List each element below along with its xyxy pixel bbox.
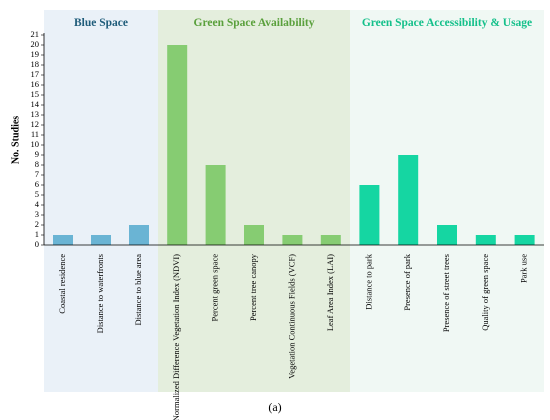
bar bbox=[282, 235, 303, 245]
y-tick-label: 8 bbox=[35, 159, 39, 169]
y-tick-label: 1 bbox=[35, 229, 39, 239]
bar bbox=[398, 155, 419, 245]
bar bbox=[359, 185, 380, 245]
x-tick-label: Quality of green space bbox=[480, 254, 490, 331]
y-tick-label: 19 bbox=[31, 49, 40, 59]
y-tick-label: 21 bbox=[31, 29, 40, 39]
bar bbox=[205, 165, 226, 245]
y-tick-label: 4 bbox=[35, 199, 40, 209]
x-tick-label: Leaf Area Index (LAI) bbox=[325, 254, 335, 331]
x-tick-label: Distance to park bbox=[363, 253, 373, 309]
group-title: Green Space Accessibility & Usage bbox=[362, 17, 532, 29]
y-axis-label: No. Studies bbox=[10, 116, 21, 164]
y-tick-label: 17 bbox=[31, 69, 40, 79]
x-tick-label: Percent tree canopy bbox=[248, 253, 258, 321]
bar bbox=[167, 45, 188, 245]
y-tick-label: 0 bbox=[35, 239, 39, 249]
group-title: Green Space Availability bbox=[194, 17, 315, 29]
group-panel-0 bbox=[44, 10, 158, 392]
y-tick-label: 6 bbox=[35, 179, 39, 189]
figure-caption: (a) bbox=[268, 400, 282, 414]
y-tick-label: 18 bbox=[31, 59, 40, 69]
y-tick-label: 15 bbox=[31, 89, 40, 99]
bar bbox=[514, 235, 535, 245]
y-tick-label: 16 bbox=[31, 79, 40, 89]
y-tick-label: 7 bbox=[35, 169, 39, 179]
y-tick-label: 12 bbox=[31, 119, 40, 129]
bar bbox=[91, 235, 111, 245]
x-tick-label: Presence of street trees bbox=[441, 254, 451, 332]
group-title: Blue Space bbox=[74, 17, 128, 29]
bar bbox=[475, 235, 496, 245]
x-tick-label: Distance to blue area bbox=[133, 254, 143, 326]
group-panel-2 bbox=[350, 10, 544, 392]
y-tick-label: 20 bbox=[31, 39, 40, 49]
y-tick-label: 2 bbox=[35, 219, 39, 229]
x-tick-label: Coastal residence bbox=[57, 254, 67, 314]
x-tick-label: Presence of park bbox=[402, 253, 412, 310]
bar bbox=[437, 225, 457, 245]
x-tick-label: Distance to waterfronts bbox=[95, 254, 105, 333]
bar bbox=[244, 225, 264, 245]
y-tick-label: 5 bbox=[35, 189, 39, 199]
x-tick-label: Normalized Difference Vegetation Index (… bbox=[171, 254, 181, 420]
x-tick-label: Percent green space bbox=[210, 254, 220, 322]
y-tick-label: 9 bbox=[35, 149, 39, 159]
bar bbox=[53, 235, 73, 245]
y-tick-label: 14 bbox=[31, 99, 40, 109]
group-panel-1 bbox=[158, 10, 350, 392]
x-tick-label: Vegetation Continuous Fields (VCF) bbox=[286, 254, 296, 379]
y-tick-label: 3 bbox=[35, 209, 39, 219]
y-tick-label: 10 bbox=[31, 139, 40, 149]
x-tick-label: Park use bbox=[519, 254, 529, 283]
bar bbox=[320, 235, 341, 245]
y-tick-label: 13 bbox=[31, 109, 40, 119]
y-tick-label: 11 bbox=[31, 129, 39, 139]
bar bbox=[129, 225, 149, 245]
